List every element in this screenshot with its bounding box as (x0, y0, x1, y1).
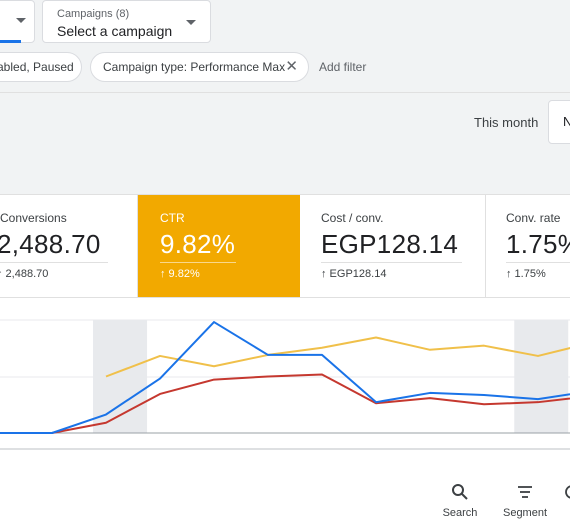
campaign-select-label: Campaigns (8) (57, 8, 130, 20)
campaign-select-value: Select a campaign (57, 23, 173, 39)
date-range-label: This month (474, 115, 539, 130)
metric-label: Conversions (0, 211, 67, 225)
series-line-1 (0, 373, 570, 434)
chart-svg (0, 319, 570, 450)
date-range-row: This month N (0, 92, 570, 195)
more-button[interactable] (562, 483, 570, 507)
filter-chip-campaign-type[interactable]: Campaign type: Performance Max ✕ (90, 52, 309, 82)
view-selector[interactable] (0, 0, 35, 43)
filter-chip-label: Campaign type: Performance Max (103, 60, 286, 74)
filter-chip-status[interactable]: abled, Paused (0, 52, 82, 82)
metric-value: EGP128.14 (321, 229, 459, 259)
search-button[interactable]: Search (440, 483, 480, 519)
divider (0, 262, 108, 263)
metric-card-conversions[interactable]: Conversions 2,488.70 ↑ 2,488.70 (0, 195, 138, 298)
metric-label: Conv. rate (506, 211, 561, 225)
close-icon[interactable]: ✕ (285, 58, 298, 75)
active-underline (0, 40, 21, 43)
divider (506, 262, 570, 263)
metric-value: 2,488.70 (0, 229, 101, 259)
metric-label: Cost / conv. (321, 211, 384, 225)
segment-icon (518, 486, 532, 498)
campaign-selector-bar: Campaigns (8) Select a campaign (0, 0, 570, 50)
search-label: Search (442, 507, 478, 519)
add-filter-link[interactable]: Add filter (319, 60, 367, 74)
segment-button[interactable]: Segment (500, 483, 550, 519)
series-line-2 (105, 336, 570, 378)
chevron-down-icon (16, 18, 26, 23)
campaign-select[interactable]: Campaigns (8) Select a campaign (42, 0, 211, 43)
metric-delta: ↑ 9.82% (160, 268, 200, 280)
metric-card-conv-rate[interactable]: Conv. rate 1.75% ↑ 1.75% (486, 195, 570, 298)
search-icon (452, 484, 468, 500)
series-line-0 (0, 321, 570, 434)
date-range-select[interactable]: N (548, 100, 570, 144)
more-icon (565, 485, 570, 499)
metric-value: 9.82% (160, 229, 236, 259)
metric-delta: ↑ 1.75% (506, 268, 546, 280)
chevron-down-icon (186, 20, 196, 25)
performance-chart (0, 297, 570, 474)
metric-label: CTR (160, 211, 185, 225)
divider (160, 262, 236, 263)
filter-row: abled, Paused Campaign type: Performance… (0, 50, 570, 90)
metric-delta: ↑ EGP128.14 (321, 268, 387, 280)
metric-card-ctr[interactable]: CTR 9.82% ↑ 9.82% (138, 195, 300, 298)
metric-value: 1.75% (506, 229, 570, 259)
metric-delta: ↑ 2,488.70 (0, 268, 49, 280)
segment-label: Segment (502, 507, 548, 519)
metric-cards: Conversions 2,488.70 ↑ 2,488.70 CTR 9.82… (0, 194, 570, 298)
chart-toolbar: Search Segment (0, 473, 570, 530)
metric-card-cost-per-conv[interactable]: Cost / conv. EGP128.14 ↑ EGP128.14 (300, 195, 486, 298)
divider (321, 262, 462, 263)
